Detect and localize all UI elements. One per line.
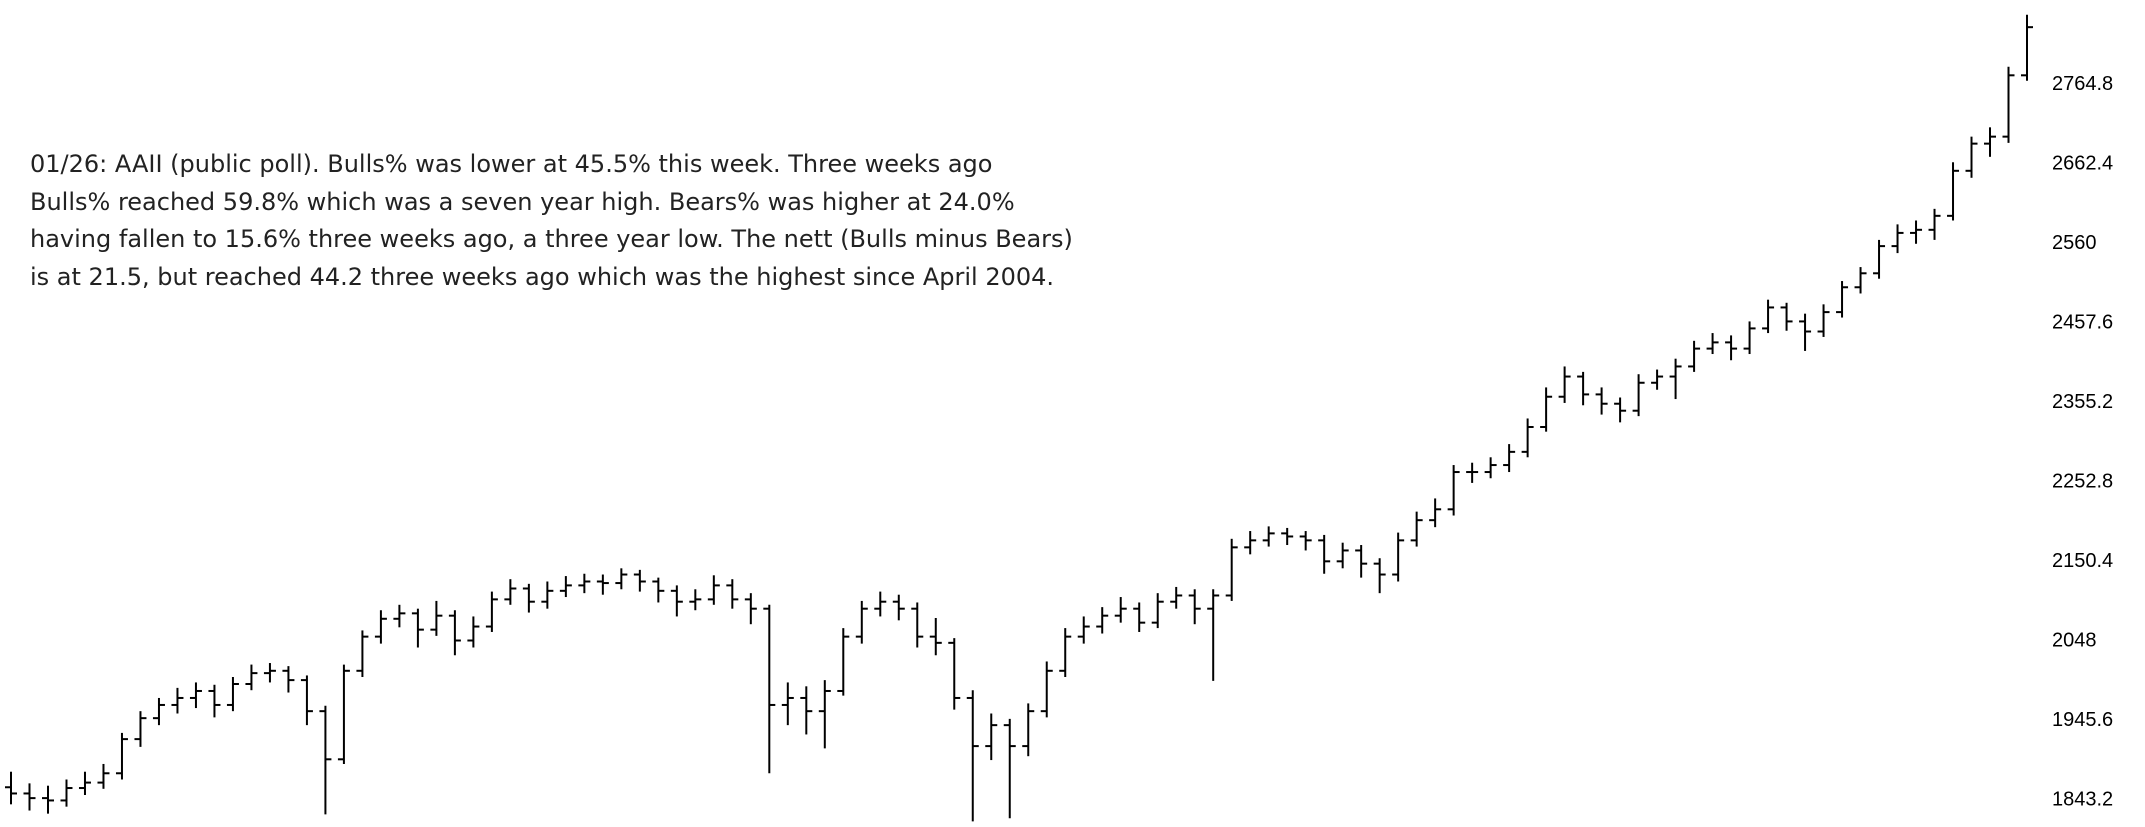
y-tick-label: 2764.8 <box>2052 73 2113 95</box>
y-tick-label: 2355.2 <box>2052 391 2113 413</box>
y-tick-label: 2150.4 <box>2052 550 2113 572</box>
annotation-line: is at 21.5, but reached 44.2 three weeks… <box>30 263 1054 291</box>
annotation: 01/26: AAII (public poll). Bulls% was lo… <box>30 150 1073 291</box>
annotation-line: Bulls% reached 59.8% which was a seven y… <box>30 188 1015 216</box>
y-tick-label: 2662.4 <box>2052 153 2113 175</box>
annotation-line: 01/26: AAII (public poll). Bulls% was lo… <box>30 150 992 178</box>
y-tick-label: 2457.6 <box>2052 312 2113 334</box>
y-tick-label: 2048 <box>2052 630 2097 652</box>
y-tick-label: 1945.6 <box>2052 709 2113 731</box>
y-tick-label: 2560 <box>2052 232 2097 254</box>
y-tick-label: 2252.8 <box>2052 471 2113 493</box>
y-tick-label: 1843.2 <box>2052 789 2113 811</box>
annotation-line: having fallen to 15.6% three weeks ago, … <box>30 225 1073 253</box>
